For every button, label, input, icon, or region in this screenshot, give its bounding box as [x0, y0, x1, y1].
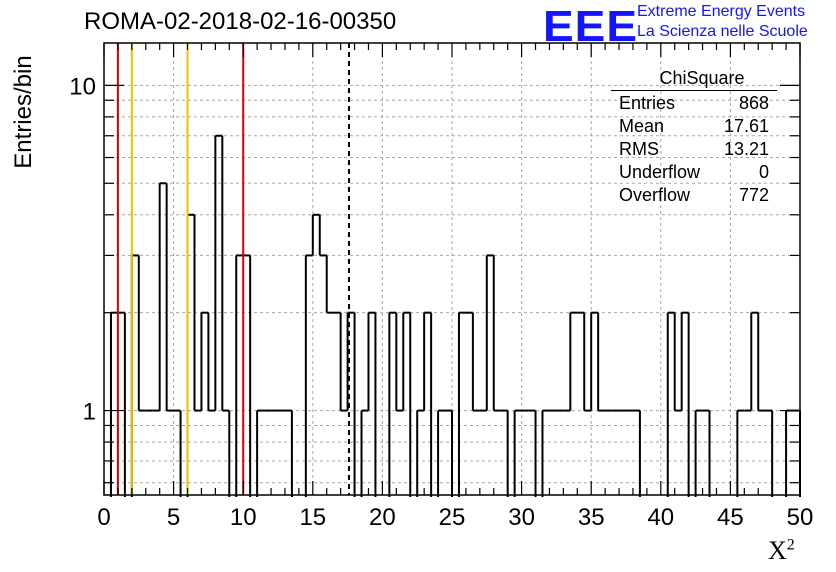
stats-row-overflow: Overflow 772	[611, 184, 777, 207]
stats-value: 13.21	[723, 139, 769, 159]
x-tick-label: 25	[439, 504, 466, 531]
stats-box-title: ChiSquare	[659, 68, 745, 88]
x-tick-label: 45	[717, 504, 744, 531]
x-tick-label: 10	[230, 504, 257, 531]
stats-row-mean: Mean 17.61	[611, 115, 777, 138]
stats-row-rms: RMS 13.21	[611, 138, 777, 161]
y-tick-label: 10	[69, 73, 96, 100]
x-tick-label: 30	[508, 504, 535, 531]
x-tick-label: 50	[787, 504, 814, 531]
logo-line-1: Extreme Energy Events	[637, 3, 806, 20]
stats-value: 868	[738, 93, 769, 113]
stats-row-entries: Entries 868	[611, 92, 777, 115]
chart-title: ROMA-02-2018-02-16-00350	[84, 8, 397, 35]
y-axis-label: Entries/bin	[10, 55, 37, 169]
x-tick-label: 15	[299, 504, 326, 531]
stats-label: Entries	[619, 93, 676, 113]
stats-box: ChiSquare Entries 868 Mean 17.61 RMS 13.…	[611, 66, 777, 207]
x-tick-label: 35	[578, 504, 605, 531]
x-axis-label: X2	[768, 536, 795, 566]
stats-label: Mean	[619, 116, 665, 136]
stats-box-separator	[611, 90, 777, 91]
x-tick-label: 5	[167, 504, 180, 531]
stats-value: 772	[738, 185, 769, 205]
x-tick-label: 40	[647, 504, 674, 531]
stats-value: 17.61	[723, 116, 769, 136]
stats-row-underflow: Underflow 0	[611, 161, 777, 184]
eee-logo-mark: EEE	[543, 0, 639, 51]
y-tick-label: 1	[83, 399, 96, 426]
x-tick-label: 20	[369, 504, 396, 531]
stats-value: 0	[758, 162, 769, 182]
x-axis-label-superscript: 2	[786, 536, 795, 554]
logo-line-2: La Scienza nelle Scuole	[637, 23, 808, 40]
x-axis-label-symbol: X	[768, 536, 787, 565]
x-tick-label: 0	[97, 504, 110, 531]
stats-label: Overflow	[619, 185, 691, 205]
stats-label: Underflow	[619, 162, 701, 182]
stats-label: RMS	[619, 139, 659, 159]
